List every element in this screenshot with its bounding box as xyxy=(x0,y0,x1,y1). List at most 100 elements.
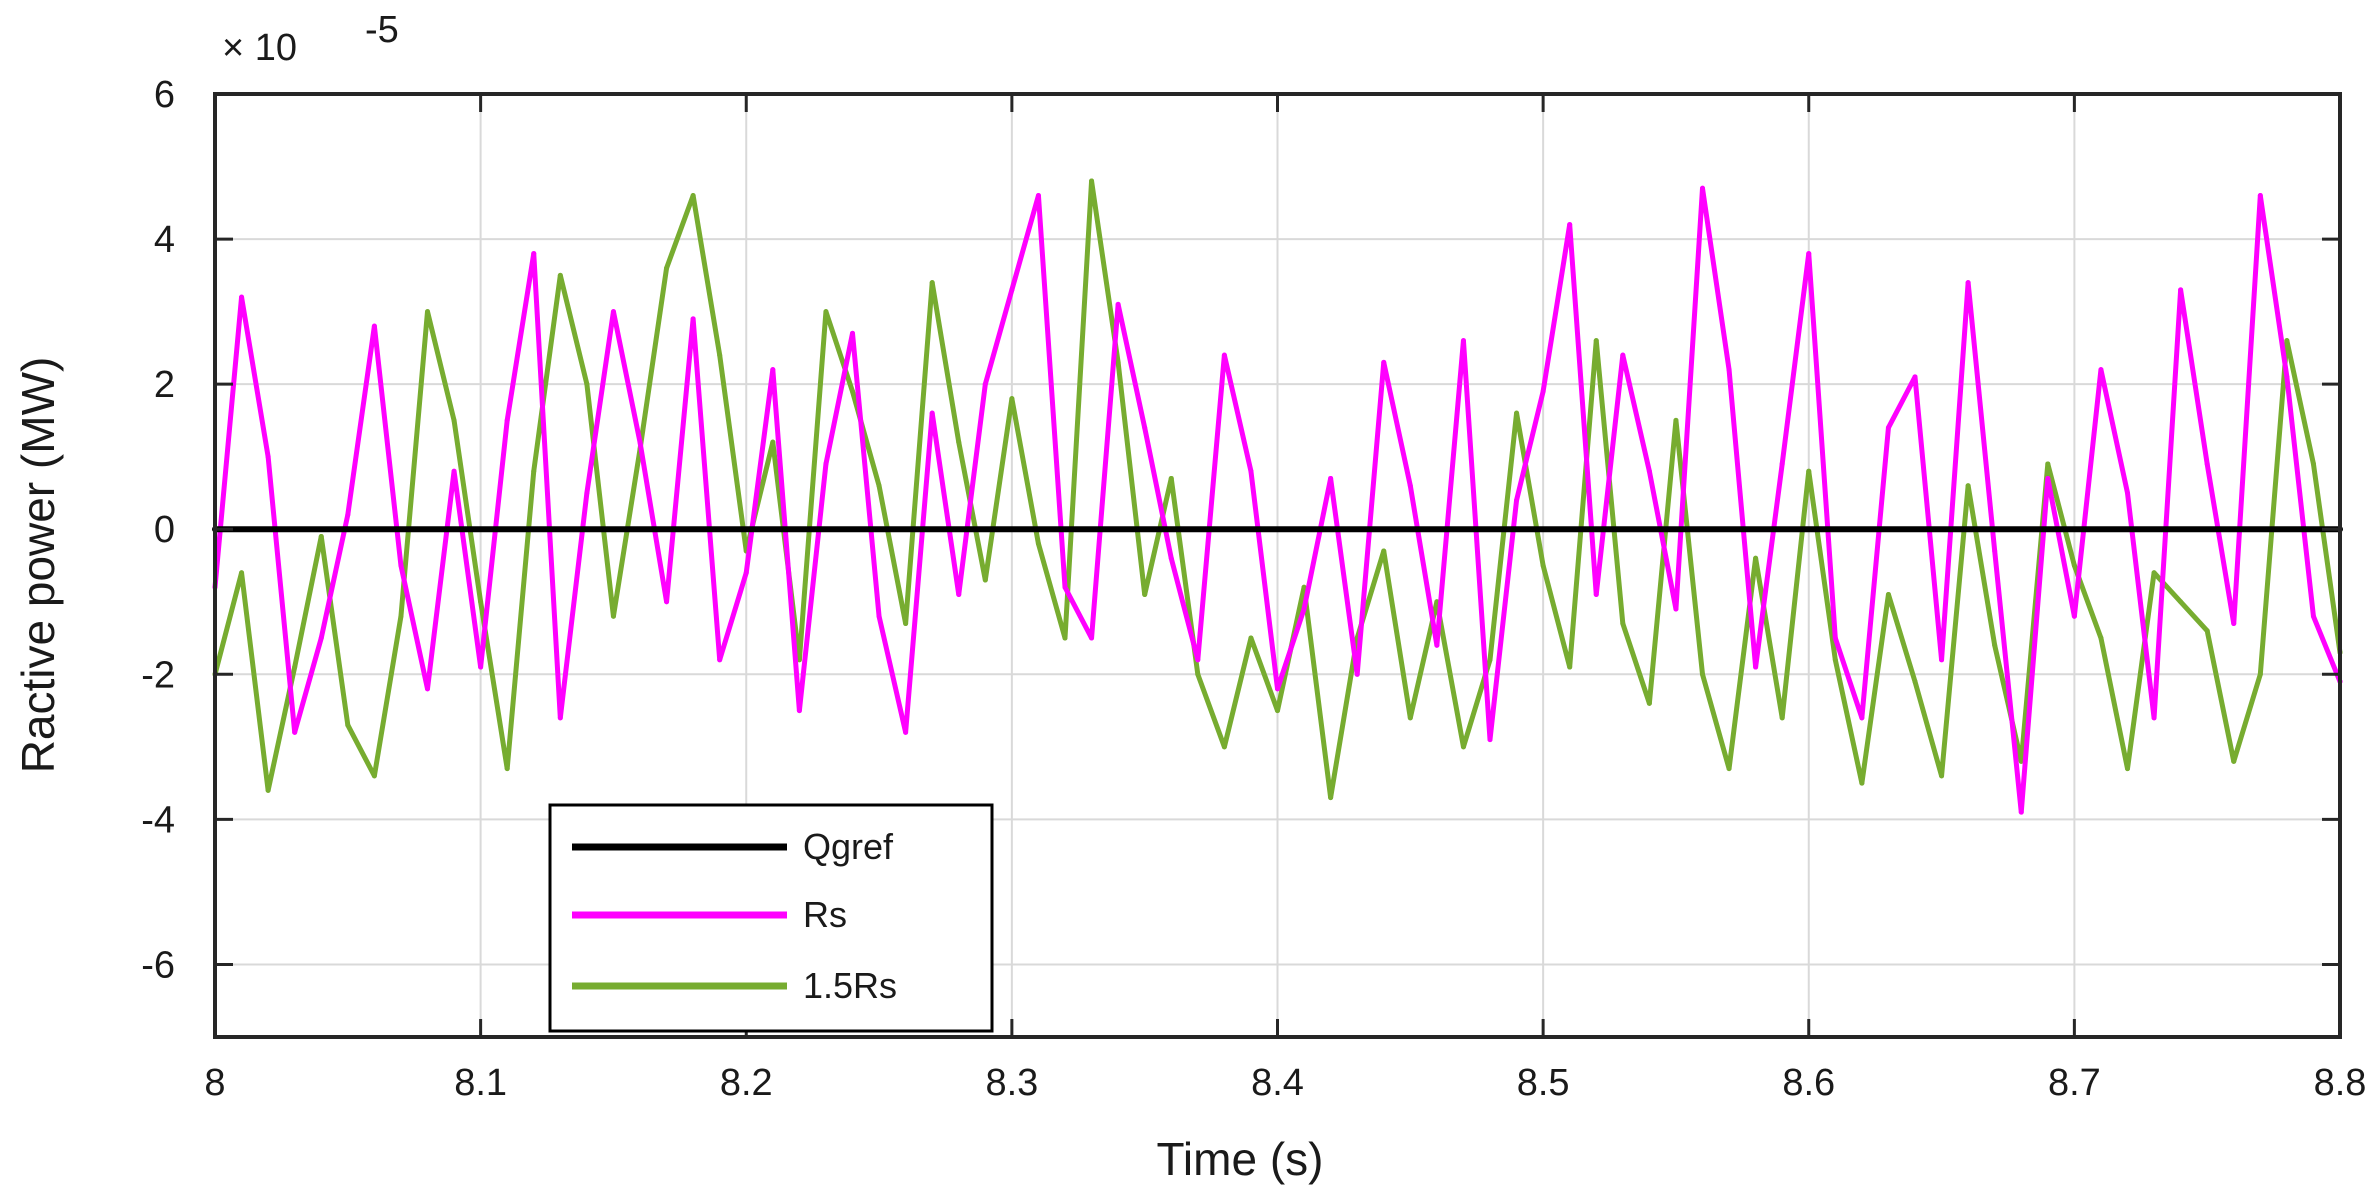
data-point-rs xyxy=(2018,809,2024,815)
data-point-1-5rs xyxy=(717,352,723,358)
axis-ticks: 8 8.1 8.2 8.3 8.4 8.5 8.6 8.7 8.8 -6 -4 -2 0 2 4 6 xyxy=(141,74,2365,1104)
data-point-rs xyxy=(690,316,696,322)
data-point-rs xyxy=(1965,280,1971,286)
data-point-1-5rs xyxy=(2310,461,2316,467)
data-point-1-5rs xyxy=(318,533,324,539)
data-point-1-5rs xyxy=(398,613,404,619)
data-point-rs xyxy=(451,468,457,474)
data-point-1-5rs xyxy=(1009,396,1015,402)
data-point-1-5rs xyxy=(1620,621,1626,627)
data-point-rs xyxy=(717,657,723,663)
data-point-rs xyxy=(2284,374,2290,380)
x-axis-label: Time (s) xyxy=(1157,1133,1324,1185)
data-point-1-5rs xyxy=(823,309,829,315)
data-point-rs xyxy=(1275,686,1280,692)
y-axis-exponent-power: -5 xyxy=(365,9,399,51)
data-point-rs xyxy=(1381,359,1387,365)
data-point-1-5rs xyxy=(1035,541,1041,547)
data-point-rs xyxy=(1726,367,1732,373)
data-point-1-5rs xyxy=(1673,417,1679,423)
data-point-1-5rs xyxy=(876,483,882,489)
data-point-1-5rs xyxy=(1381,548,1387,554)
data-point-rs xyxy=(1859,715,1865,721)
data-point-1-5rs xyxy=(2151,570,2157,576)
data-point-1-5rs xyxy=(956,439,962,445)
y-tick-label: -6 xyxy=(141,944,175,986)
legend-label-1-5rs: 1.5Rs xyxy=(803,965,897,1006)
data-point-1-5rs xyxy=(1062,635,1068,641)
data-point-rs xyxy=(876,613,882,619)
data-point-rs xyxy=(1089,635,1095,641)
data-point-1-5rs xyxy=(796,657,802,663)
data-point-rs xyxy=(1540,388,1546,394)
y-tick-label: 0 xyxy=(154,509,175,551)
data-point-rs xyxy=(1912,374,1918,380)
data-point-1-5rs xyxy=(1115,359,1121,365)
x-tick-label: 8.4 xyxy=(1251,1062,1304,1104)
data-point-rs xyxy=(1779,461,1785,467)
data-point-1-5rs xyxy=(371,773,377,779)
data-point-rs xyxy=(1646,468,1652,474)
data-point-rs xyxy=(1035,193,1041,199)
data-point-rs xyxy=(903,729,909,735)
data-point-rs xyxy=(1301,606,1307,612)
data-point-1-5rs xyxy=(1593,338,1599,344)
data-point-rs xyxy=(770,367,776,373)
data-point-1-5rs xyxy=(903,621,909,627)
data-point-rs xyxy=(2231,621,2237,627)
data-point-rs xyxy=(1434,642,1440,648)
data-point-rs xyxy=(1567,222,1573,228)
data-point-rs xyxy=(1673,606,1679,612)
data-point-rs xyxy=(2045,475,2051,481)
data-point-1-5rs xyxy=(557,272,563,278)
data-point-rs xyxy=(850,330,855,336)
data-point-1-5rs xyxy=(1142,592,1148,598)
data-point-1-5rs xyxy=(664,265,670,271)
x-tick-label: 8.7 xyxy=(2048,1062,2101,1104)
data-point-rs xyxy=(584,490,590,496)
x-tick-label: 8.2 xyxy=(720,1062,773,1104)
data-point-1-5rs xyxy=(1089,178,1095,184)
data-point-1-5rs xyxy=(770,439,776,445)
data-point-1-5rs xyxy=(2071,563,2077,568)
data-point-rs xyxy=(1221,352,1227,358)
data-point-rs xyxy=(1806,251,1812,257)
data-point-rs xyxy=(956,592,962,598)
data-point-rs xyxy=(1062,584,1068,590)
data-point-1-5rs xyxy=(478,599,484,605)
y-tick-label: -2 xyxy=(141,654,175,696)
x-tick-label: 8 xyxy=(204,1062,225,1104)
data-point-1-5rs xyxy=(2178,599,2184,605)
data-point-1-5rs xyxy=(1700,671,1705,677)
data-point-1-5rs xyxy=(850,388,855,394)
data-point-1-5rs xyxy=(1540,563,1546,568)
data-point-rs xyxy=(239,294,245,300)
data-point-1-5rs xyxy=(504,766,510,772)
data-point-rs xyxy=(664,599,670,605)
data-point-rs xyxy=(1487,737,1493,743)
y-tick-label: 6 xyxy=(154,74,175,116)
data-point-1-5rs xyxy=(425,309,430,315)
data-series xyxy=(212,178,2343,815)
data-point-1-5rs xyxy=(1168,475,1174,481)
data-point-1-5rs xyxy=(2284,338,2290,344)
data-point-1-5rs xyxy=(1567,664,1573,670)
x-tick-label: 8.3 xyxy=(985,1062,1038,1104)
data-point-rs xyxy=(1354,671,1360,677)
data-point-1-5rs xyxy=(690,193,696,199)
data-point-1-5rs xyxy=(610,613,616,619)
data-point-rs xyxy=(1700,185,1705,191)
data-point-1-5rs xyxy=(2018,758,2024,764)
data-point-rs xyxy=(2310,613,2316,619)
data-point-rs xyxy=(1407,483,1413,489)
data-point-rs xyxy=(796,708,802,714)
y-tick-label: 2 xyxy=(154,364,175,406)
data-point-1-5rs xyxy=(1779,715,1785,721)
data-point-rs xyxy=(1939,657,1945,663)
data-point-1-5rs xyxy=(1753,555,1759,561)
data-point-1-5rs xyxy=(1912,679,1918,685)
data-point-1-5rs xyxy=(2257,671,2263,677)
x-tick-label: 8.8 xyxy=(2314,1062,2365,1104)
legend: Qgref Rs 1.5Rs xyxy=(548,803,994,1033)
data-point-1-5rs xyxy=(292,664,298,670)
